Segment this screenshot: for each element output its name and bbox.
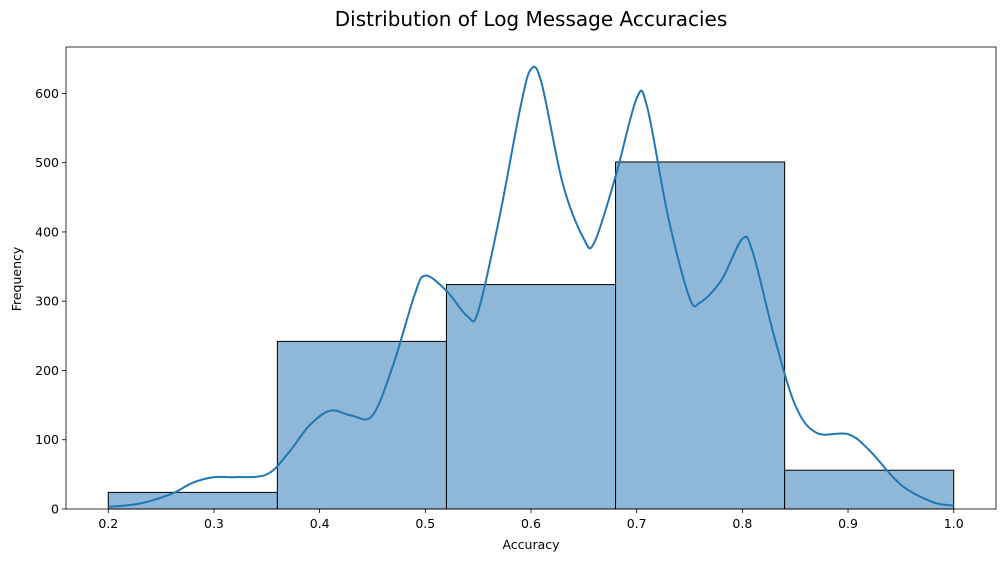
histogram-bar-2: [445, 284, 617, 510]
y-tick-label: 300: [35, 294, 59, 309]
x-tick-label: 0.3: [204, 516, 224, 531]
x-tick-label: 0.9: [838, 516, 858, 531]
y-tick-label: 200: [35, 363, 59, 378]
chart-title: Distribution of Log Message Accuracies: [335, 7, 728, 31]
x-tick-label: 0.5: [415, 516, 435, 531]
kde-curve: [108, 65, 954, 508]
x-tick-label: 0.7: [627, 516, 647, 531]
x-tick-label: 1.0: [944, 516, 964, 531]
x-axis-label: Accuracy: [502, 537, 560, 552]
y-axis: 0 100 200 300 400 500 600: [35, 86, 66, 517]
histogram-bar-0: [107, 491, 278, 510]
x-tick-label: 0.8: [732, 516, 752, 531]
x-tick-label: 0.4: [310, 516, 330, 531]
x-tick-label: 0.6: [521, 516, 541, 531]
y-tick-label: 0: [51, 502, 59, 517]
y-tick-label: 500: [35, 155, 59, 170]
histogram-bar-4: [784, 469, 955, 510]
bars-layer: [107, 161, 955, 510]
y-tick-label: 600: [35, 86, 59, 101]
x-tick-label: 0.2: [98, 516, 118, 531]
y-tick-label: 100: [35, 432, 59, 447]
y-axis-label: Frequency: [9, 246, 24, 311]
x-axis: 0.2 0.3 0.4 0.5 0.6 0.7 0.8 0.9 1.0: [98, 509, 964, 531]
histogram-bar-1: [276, 340, 447, 510]
y-tick-label: 400: [35, 224, 59, 239]
histogram-bar-3: [615, 161, 786, 510]
